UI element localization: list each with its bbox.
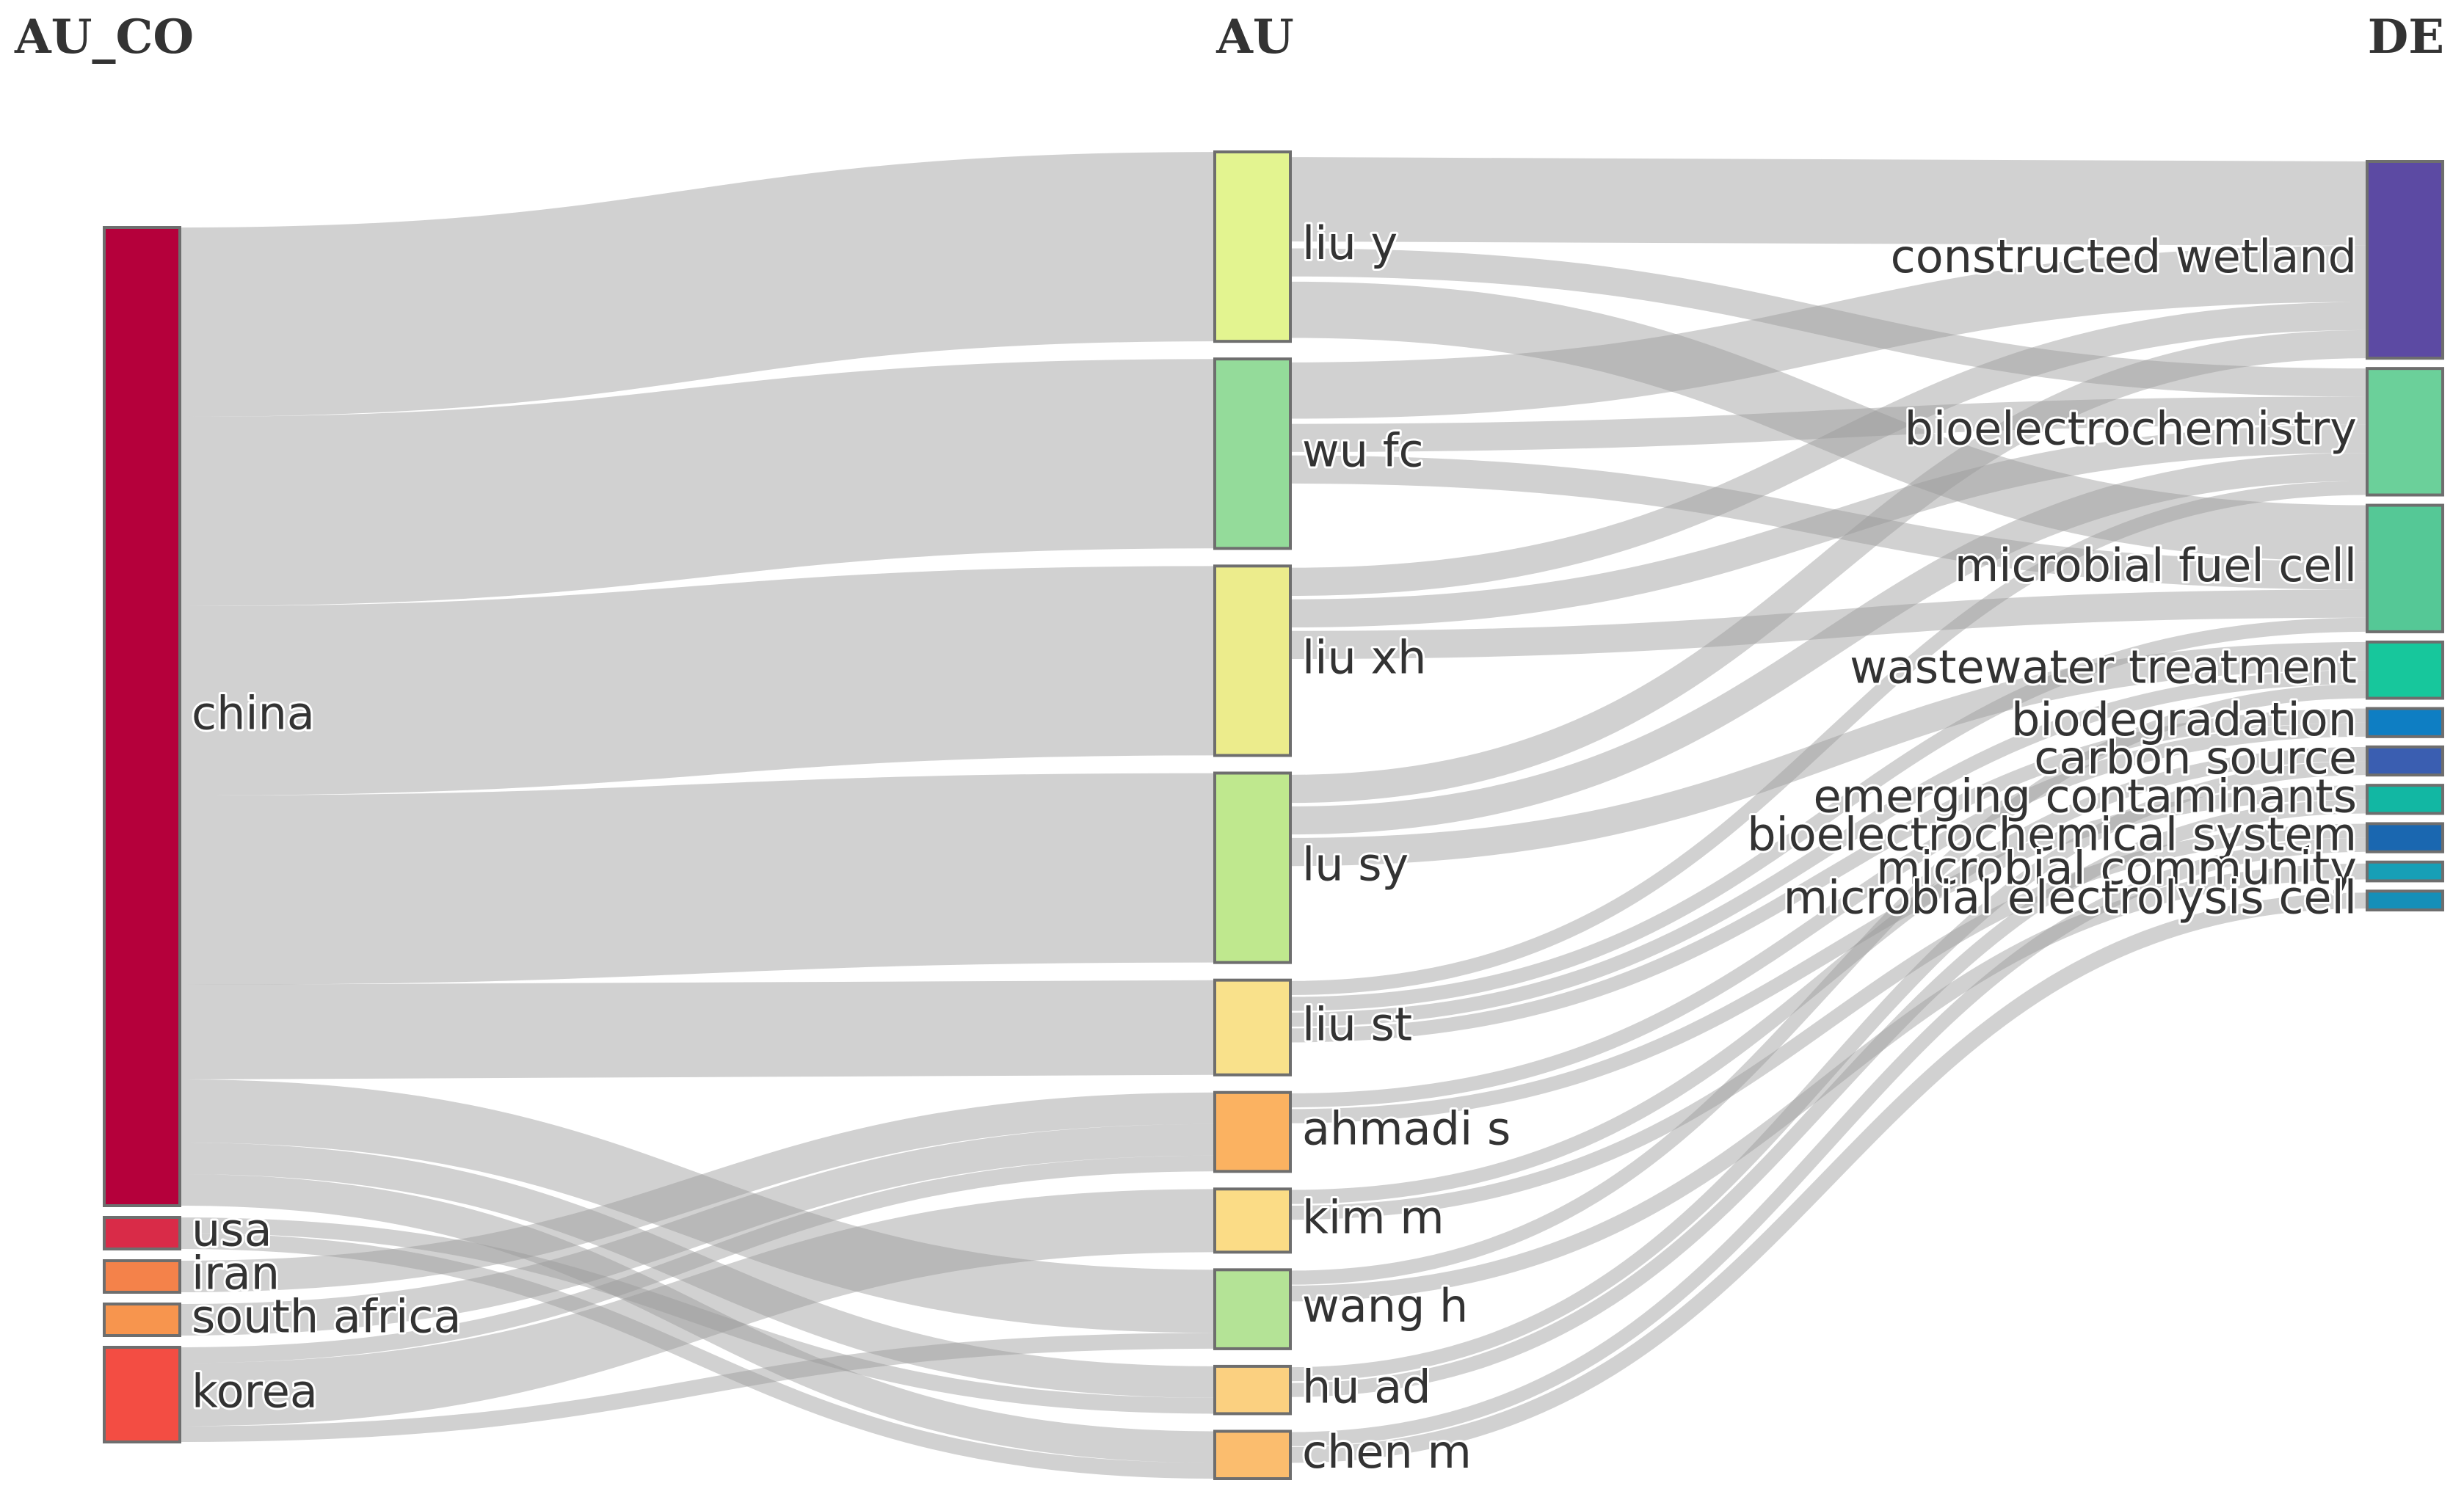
flow-lu-sy-to-bioelectrochemistry <box>1290 453 2368 835</box>
node-label-liu-y: liu y <box>1302 216 1398 270</box>
column-header-au-co: AU_CO <box>14 10 194 65</box>
flow-china-to-chen-m <box>179 1174 1215 1463</box>
flow-hu-ad-to-carbon-source <box>1290 760 2368 1382</box>
node-bioelectrochemical-system <box>2366 822 2444 853</box>
flow-liu-y-to-microbial-fuel-cell <box>1290 281 2368 562</box>
flow-korea-to-ahmadi-s <box>179 1155 1215 1363</box>
node-label-carbon-source: carbon source <box>2034 731 2357 784</box>
node-liu-st <box>1213 978 1292 1077</box>
flow-liu-st-to-bioelectrochemistry <box>1290 481 2368 995</box>
flow-liu-st-to-biodegradation <box>1290 708 2368 1043</box>
node-korea <box>103 1346 181 1443</box>
flow-iran-to-ahmadi-s <box>179 1092 1215 1292</box>
node-constructed-wetland <box>2366 160 2444 360</box>
flow-liu-y-to-constructed-wetland <box>1290 157 2368 246</box>
node-china <box>103 226 181 1207</box>
node-bioelectrochemistry <box>2366 367 2444 497</box>
flow-liu-y-to-bioelectrochemistry <box>1290 248 2368 397</box>
node-emerging-contaminants <box>2366 784 2444 815</box>
column-header-de: DE <box>2368 10 2444 65</box>
node-label-china: china <box>192 687 315 740</box>
node-label-bioelectrochemical-system: bioelectrochemical system <box>1747 808 2357 862</box>
flow-kim-m-to-carbon-source <box>1290 746 2368 1204</box>
node-liu-y <box>1213 150 1292 343</box>
flow-china-to-liu-st <box>179 980 1215 1079</box>
flow-liu-xh-to-constructed-wetland <box>1290 302 2368 596</box>
node-label-bioelectrochemistry: bioelectrochemistry <box>1905 401 2357 455</box>
column-header-au: AU <box>1215 10 1293 65</box>
node-label-liu-xh: liu xh <box>1302 630 1426 684</box>
node-microbial-community <box>2366 860 2444 883</box>
flow-korea-to-kim-m <box>179 1189 1215 1427</box>
flow-ahmadi-s-to-biodegradation <box>1290 722 2368 1108</box>
flow-usa-to-chen-m <box>179 1233 1215 1479</box>
node-label-microbial-electrolysis-cell: microbial electrolysis cell <box>1784 870 2357 924</box>
node-ahmadi-s <box>1213 1090 1292 1173</box>
flow-lu-sy-to-constructed-wetland <box>1290 329 2368 804</box>
flow-wu-fc-to-bioelectrochemistry <box>1290 396 2368 452</box>
flow-south-africa-to-ahmadi-s <box>179 1123 1215 1336</box>
node-south-africa <box>103 1303 181 1337</box>
nodes-layer <box>103 150 2444 1481</box>
node-wang-h <box>1213 1268 1292 1350</box>
node-label-hu-ad: hu ad <box>1302 1360 1431 1413</box>
node-label-microbial-community: microbial community <box>1876 842 2357 895</box>
node-label-constructed-wetland: constructed wetland <box>1891 230 2357 283</box>
node-iran <box>103 1259 181 1294</box>
node-usa <box>103 1216 181 1250</box>
flow-liu-xh-to-microbial-fuel-cell <box>1290 589 2368 660</box>
node-label-usa: usa <box>192 1203 272 1257</box>
flow-wu-fc-to-constructed-wetland <box>1290 245 2368 419</box>
node-label-wang-h: wang h <box>1302 1279 1468 1333</box>
flow-china-to-liu-y <box>179 152 1215 417</box>
flow-china-to-wang-h <box>179 1079 1215 1333</box>
node-label-ahmadi-s: ahmadi s <box>1302 1102 1511 1156</box>
flow-kim-m-to-bioelectrochemical-system <box>1290 823 2368 1220</box>
node-label-emerging-contaminants: emerging contaminants <box>1814 769 2357 823</box>
flow-lu-sy-to-wastewater-treatment <box>1290 641 2368 867</box>
flow-china-to-lu-sy <box>179 773 1215 985</box>
node-kim-m <box>1213 1187 1292 1254</box>
flow-wang-h-to-microbial-community <box>1290 863 2368 1302</box>
flow-ahmadi-s-to-emerging-contaminants <box>1290 785 2368 1123</box>
flow-liu-st-to-microbial-fuel-cell <box>1290 617 2368 1011</box>
flow-chen-m-to-microbial-electrolysis-cell <box>1290 892 2368 1463</box>
node-label-biodegradation: biodegradation <box>2011 693 2357 746</box>
flow-usa-to-hu-ad <box>179 1217 1215 1414</box>
node-hu-ad <box>1213 1364 1292 1416</box>
node-label-iran: iran <box>192 1247 280 1300</box>
node-carbon-source <box>2366 745 2444 777</box>
flow-wu-fc-to-microbial-fuel-cell <box>1290 455 2368 590</box>
node-label-chen-m: chen m <box>1302 1425 1472 1479</box>
links-layer <box>179 152 2368 1479</box>
node-biodegradation <box>2366 707 2444 738</box>
node-chen-m <box>1213 1429 1292 1481</box>
flow-hu-ad-to-emerging-contaminants <box>1290 799 2368 1397</box>
flow-liu-xh-to-bioelectrochemistry <box>1290 424 2368 628</box>
node-label-south-africa: south africa <box>192 1290 461 1344</box>
flow-chen-m-to-bioelectrochemical-system <box>1290 837 2368 1446</box>
node-liu-xh <box>1213 564 1292 757</box>
node-lu-sy <box>1213 771 1292 964</box>
node-microbial-fuel-cell <box>2366 503 2444 633</box>
node-label-wastewater-treatment: wastewater treatment <box>1850 640 2357 693</box>
flow-liu-st-to-wastewater-treatment <box>1290 670 2368 1027</box>
flow-wang-h-to-wastewater-treatment <box>1290 684 2368 1285</box>
node-label-liu-st: liu st <box>1302 997 1412 1051</box>
node-label-kim-m: kim m <box>1302 1190 1444 1244</box>
node-wastewater-treatment <box>2366 640 2444 700</box>
node-microbial-electrolysis-cell <box>2366 889 2444 911</box>
flow-korea-to-wang-h <box>179 1333 1215 1442</box>
flow-china-to-wu-fc <box>179 359 1215 606</box>
node-wu-fc <box>1213 357 1292 550</box>
node-label-wu-fc: wu fc <box>1302 423 1424 477</box>
node-label-lu-sy: lu sy <box>1302 838 1409 892</box>
flow-china-to-liu-xh <box>179 566 1215 795</box>
node-label-microbial-fuel-cell: microbial fuel cell <box>1955 539 2357 592</box>
flow-china-to-hu-ad <box>179 1143 1215 1398</box>
node-label-korea: korea <box>192 1365 318 1418</box>
